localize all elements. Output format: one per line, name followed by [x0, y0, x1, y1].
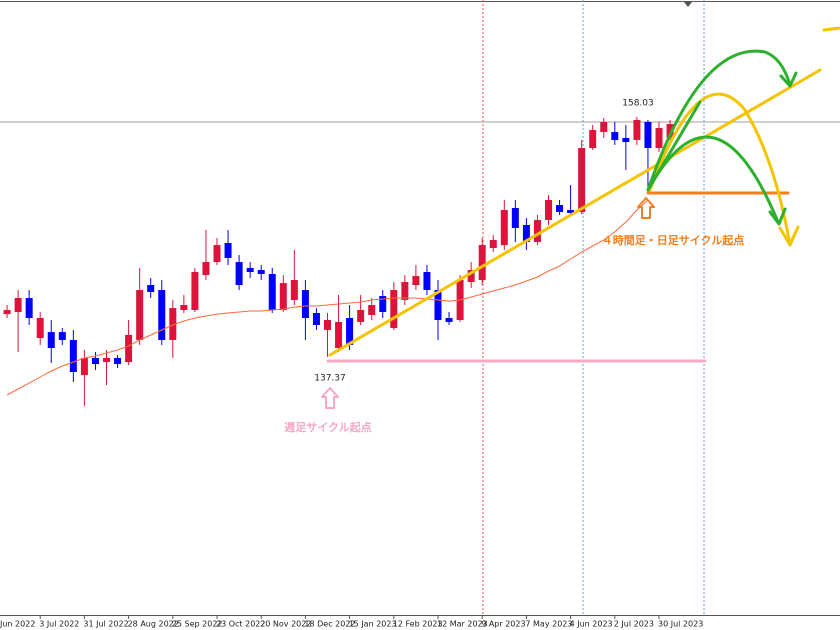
- candle-body: [423, 272, 431, 291]
- candle-body: [103, 357, 110, 363]
- candle-body: [567, 209, 575, 214]
- candle-body: [324, 319, 331, 330]
- candle-body: [246, 267, 254, 273]
- candle-body: [169, 308, 177, 340]
- x-tick-label: 4 Jun 2023: [570, 620, 613, 629]
- annotation: 週足サイクル起点: [284, 420, 371, 434]
- up-arrow-icon: [321, 387, 339, 409]
- candle-body: [357, 309, 365, 322]
- candle-body: [578, 147, 586, 212]
- x-tick-label: 15 Jan 2023: [349, 620, 397, 629]
- x-tick-label: 9 Apr 2023: [481, 620, 525, 629]
- candle-body: [511, 208, 519, 228]
- arrow-head: [768, 207, 787, 226]
- candle-body: [147, 285, 155, 292]
- candle-body: [379, 296, 387, 312]
- candle-body: [136, 290, 144, 340]
- candle-body: [58, 332, 66, 340]
- candle-body: [467, 270, 475, 283]
- x-tick-label: 18 Dec 2022: [304, 620, 355, 629]
- candle-body: [489, 239, 497, 248]
- low-label: 137.37: [314, 374, 346, 384]
- candle-body: [600, 121, 608, 133]
- candle-body: [335, 321, 343, 348]
- x-tick-label: 7 May 2023: [525, 620, 572, 629]
- candle-body: [36, 318, 44, 338]
- candle-body: [633, 119, 641, 140]
- candle-body: [445, 318, 453, 322]
- drawings: [321, 26, 840, 409]
- candle-body: [655, 127, 663, 148]
- candle-body: [312, 313, 320, 325]
- candle-body: [401, 282, 409, 301]
- x-tick-label: 12 Mar 2023: [437, 620, 488, 629]
- candle-body: [213, 245, 221, 263]
- candle-body: [202, 262, 210, 276]
- candle-body: [478, 245, 486, 281]
- candle-body: [14, 298, 22, 312]
- cycle-arrow: [646, 135, 780, 224]
- candle-body: [91, 357, 99, 365]
- up-arrow-icon: [637, 197, 655, 219]
- arrow-head: [778, 225, 800, 247]
- candle-body: [611, 132, 619, 140]
- shift-marker: [684, 2, 692, 7]
- candle-body: [500, 209, 508, 246]
- x-tick-label: 31 Jul 2022: [83, 620, 128, 629]
- candle-body: [644, 121, 652, 148]
- candle-body: [533, 219, 541, 243]
- x-tick-label: 20 Nov 2022: [260, 620, 311, 629]
- trend-line: [328, 68, 822, 357]
- trend-line: [822, 26, 840, 32]
- plot: [3, 116, 674, 407]
- candle-body: [3, 309, 11, 315]
- candle-body: [69, 339, 77, 373]
- x-tick-label: 30 Jul 2023: [658, 620, 703, 629]
- cycle-arrow: [646, 49, 792, 192]
- x-tick-label: 12 Feb 2023: [393, 620, 443, 629]
- candle-body: [666, 124, 674, 138]
- x-tick-label: 28 Aug 2022: [128, 620, 179, 629]
- candle-body: [589, 129, 597, 148]
- candle-body: [257, 270, 265, 274]
- candle-body: [368, 305, 376, 315]
- x-tick-label: 25 Sep 2022: [172, 620, 223, 629]
- x-tick-label: 2 Jul 2023: [614, 620, 654, 629]
- candle-body: [279, 283, 287, 310]
- annotation: ４時間足・日足サイクル起点: [602, 233, 744, 247]
- candle-body: [412, 275, 420, 286]
- candle-body: [191, 272, 199, 310]
- candle-body: [301, 290, 309, 319]
- x-tick-label: 3 Jul 2022: [39, 620, 79, 629]
- candle-body: [390, 290, 398, 328]
- candle-body: [545, 200, 552, 220]
- candle-body: [346, 318, 354, 345]
- candle-body: [224, 242, 232, 258]
- candle-body: [47, 332, 55, 348]
- arrow-head: [779, 71, 798, 88]
- candle-body: [434, 290, 442, 320]
- candle-body: [556, 205, 564, 212]
- cycle-arrow: [648, 92, 792, 247]
- candle-body: [125, 334, 133, 363]
- candle-body: [290, 280, 298, 301]
- high-label: 158.03: [622, 99, 654, 109]
- x-tick-label: Jun 2022: [0, 620, 35, 629]
- x-tick-label: 23 Oct 2022: [216, 620, 265, 629]
- candle-body: [180, 305, 188, 310]
- moving-average: [6, 199, 649, 396]
- candle-body: [25, 298, 33, 319]
- candle-body: [80, 357, 88, 376]
- candle-body: [158, 290, 166, 340]
- candle-body: [622, 137, 630, 143]
- candle-body: [235, 262, 243, 286]
- candle-body: [114, 357, 122, 365]
- candle-body: [268, 273, 276, 310]
- candle-body: [522, 224, 530, 243]
